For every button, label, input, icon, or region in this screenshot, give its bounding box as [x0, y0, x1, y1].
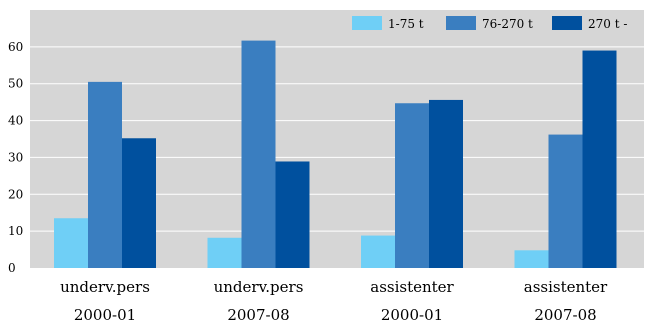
x-category-label: 2007-08 — [227, 306, 289, 324]
bar — [275, 161, 310, 268]
y-tick-label: 50 — [8, 77, 23, 91]
bar — [122, 138, 156, 268]
legend-label: 76-270 t — [482, 17, 533, 31]
y-tick-label: 0 — [8, 261, 16, 275]
legend-label: 270 t - — [588, 17, 627, 31]
x-category-label: 2007-08 — [534, 306, 596, 324]
x-category-label: 2000-01 — [74, 306, 136, 324]
y-tick-label: 40 — [8, 114, 23, 128]
legend-swatch — [552, 16, 582, 30]
x-category-label: assistenter — [370, 278, 454, 296]
bar — [582, 50, 617, 268]
bar — [207, 237, 242, 268]
legend-swatch — [352, 16, 382, 30]
x-category-label: assistenter — [524, 278, 608, 296]
x-category-label: 2000-01 — [381, 306, 443, 324]
bar — [361, 235, 395, 268]
bar — [514, 250, 549, 268]
bar — [241, 40, 276, 268]
y-tick-label: 20 — [8, 187, 23, 201]
bar — [88, 81, 122, 268]
legend-label: 1-75 t — [388, 17, 424, 31]
y-tick-label: 10 — [8, 224, 23, 238]
y-tick-label: 30 — [8, 150, 23, 164]
x-category-label: underv.pers — [60, 278, 150, 296]
bar — [429, 99, 463, 268]
bar — [395, 103, 429, 269]
legend-swatch — [446, 16, 476, 30]
bar — [54, 218, 88, 268]
bar — [548, 134, 583, 268]
x-category-label: underv.pers — [214, 278, 304, 296]
y-tick-label: 60 — [8, 40, 23, 54]
